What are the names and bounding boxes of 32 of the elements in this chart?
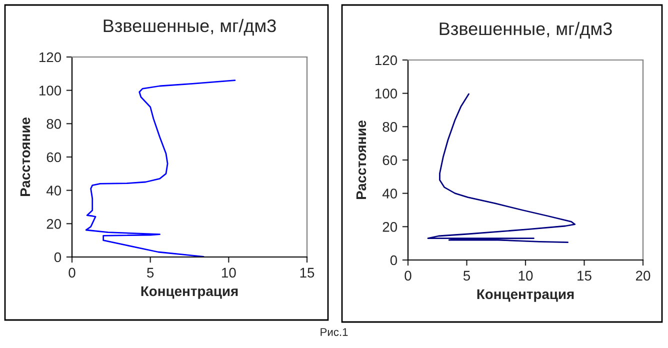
y-tick-label: 40 xyxy=(46,186,62,196)
y-tick-label: 100 xyxy=(39,86,62,96)
y-tick-label: 60 xyxy=(46,152,62,162)
y-tick-label: 120 xyxy=(39,52,62,62)
x-tick-label: 10 xyxy=(222,268,236,278)
line-series xyxy=(427,93,576,244)
x-tick-label: 15 xyxy=(578,270,592,281)
y-tick-label: 120 xyxy=(375,55,398,66)
y-tick-label: 0 xyxy=(54,252,62,262)
y-tick-label: 80 xyxy=(382,122,398,132)
x-axis-title: Концентрация xyxy=(477,289,574,302)
x-tick-label: 5 xyxy=(463,270,470,281)
x-tick-label: 10 xyxy=(518,270,533,281)
y-tick-label: 80 xyxy=(46,119,62,129)
chart-title: Взвешенные, мг/дм3 xyxy=(440,22,612,39)
y-axis-title: Расстояние xyxy=(356,120,366,200)
line-series xyxy=(85,80,236,257)
y-tick-label: 20 xyxy=(382,222,398,232)
x-tick-label: 5 xyxy=(147,268,154,278)
x-tick-label: 20 xyxy=(636,270,650,281)
x-tick-label: 15 xyxy=(300,268,314,278)
y-tick-label: 60 xyxy=(382,155,398,166)
chart-title: Взвешенные, мг/дм3 xyxy=(104,18,276,36)
y-tick-label: 100 xyxy=(375,88,398,99)
y-tick-label: 0 xyxy=(390,255,398,266)
y-axis-title: Расстояние xyxy=(20,118,30,196)
text: Рис.1 xyxy=(320,328,348,336)
x-tick-label: 0 xyxy=(68,268,76,278)
y-tick-label: 40 xyxy=(382,188,398,199)
x-axis-title: Концентрация xyxy=(141,286,238,299)
x-tick-label: 0 xyxy=(404,270,412,281)
y-tick-label: 20 xyxy=(46,219,62,229)
